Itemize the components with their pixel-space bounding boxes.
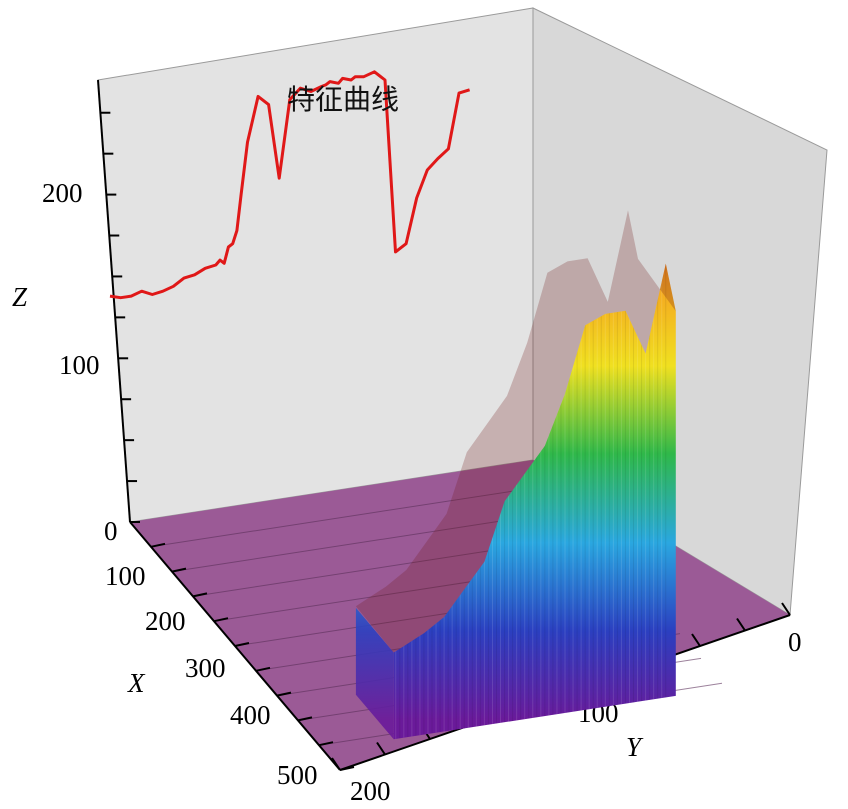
y-tick-0: 0: [788, 627, 802, 657]
y-axis-label: Y: [626, 732, 644, 762]
y-tick-200: 200: [350, 776, 391, 806]
feature-curve-line: [109, 70, 471, 300]
x-tick-200: 200: [145, 606, 186, 636]
z-tick-100: 100: [59, 350, 100, 380]
x-tick-100: 100: [105, 561, 146, 591]
x-tick-mark: [192, 592, 208, 598]
feature-curve-label: 特征曲线: [287, 83, 399, 116]
y-tick-mark: [376, 741, 386, 756]
surface-top-ridge: [355, 210, 676, 653]
x-tick-mark: [234, 642, 250, 647]
x-tick-500: 500: [277, 760, 318, 790]
z-tick-200: 200: [42, 178, 83, 208]
y-tick-mark: [691, 633, 701, 647]
floor-grid-line: [150, 484, 555, 548]
y-tick-mark: [331, 757, 341, 771]
x-tick-mark: [213, 617, 229, 623]
surface-front-face: [393, 263, 676, 740]
surface-side-face: [355, 607, 394, 740]
z-axis-ticks: [100, 111, 140, 523]
x-tick-mark: [297, 716, 313, 722]
x-tick-300: 300: [185, 653, 226, 683]
x-tick-mark: [318, 741, 334, 747]
y-tick-mark: [781, 602, 791, 616]
x-tick-mark: [276, 691, 292, 697]
x-axis-label: X: [127, 668, 146, 698]
z-tick-0: 0: [104, 516, 118, 546]
y-tick-mark: [736, 617, 746, 632]
x-tick-mark: [255, 666, 271, 672]
x-tick-mark: [150, 542, 166, 548]
z-axis-label: Z: [12, 282, 28, 312]
x-tick-400: 400: [230, 700, 271, 730]
x-tick-mark: [171, 567, 187, 573]
